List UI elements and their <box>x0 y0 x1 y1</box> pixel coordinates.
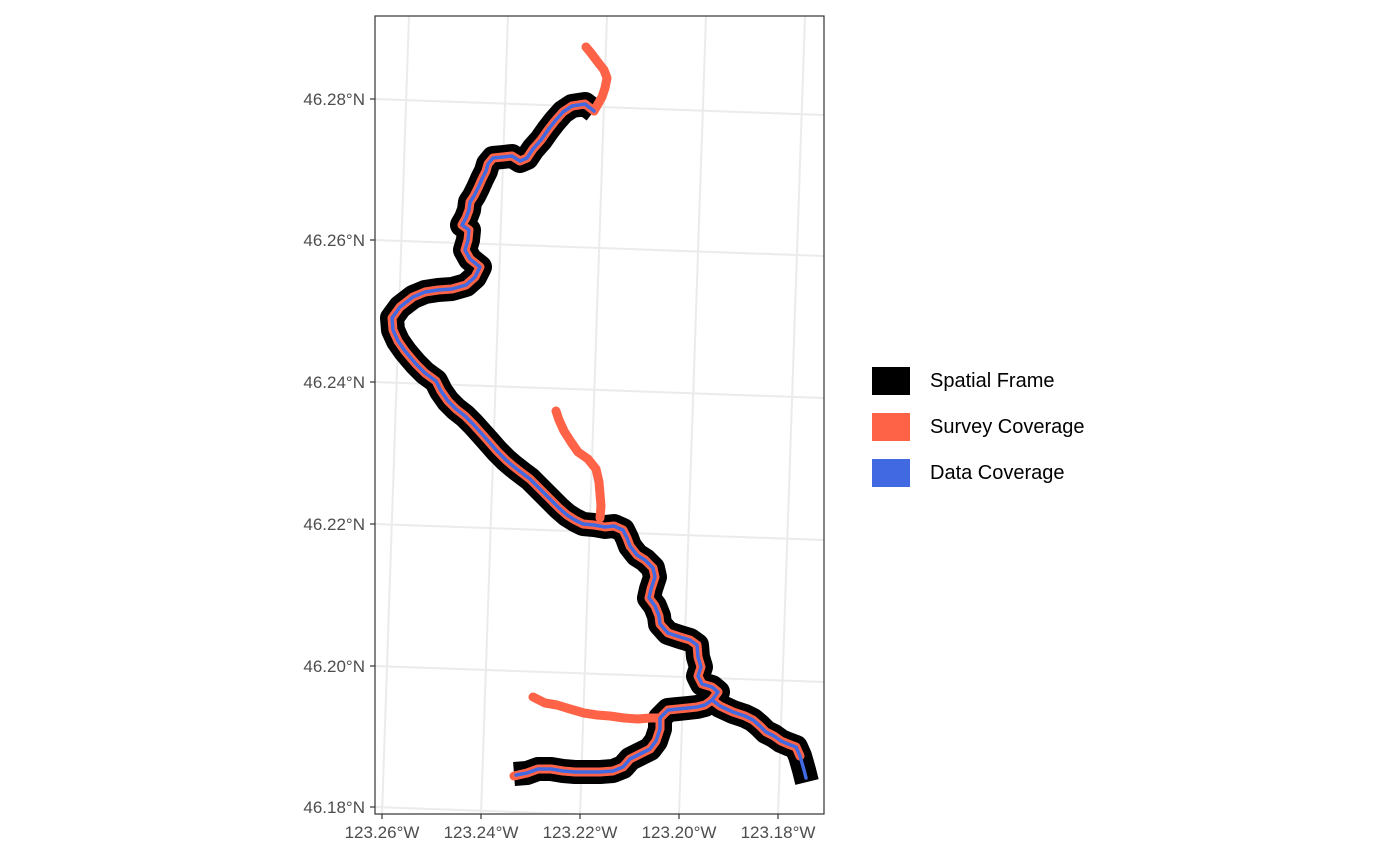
legend-item-spatial-frame: Spatial Frame <box>872 358 1085 404</box>
survey-coverage-west-tributary <box>528 692 665 724</box>
legend-swatch <box>872 367 910 395</box>
data-coverage-lower-branch <box>514 698 714 777</box>
legend-swatch <box>872 459 910 487</box>
x-axis-ticks <box>381 814 779 819</box>
survey-coverage-middle-tributary <box>551 406 606 523</box>
y-tick-label: 46.20°N <box>303 657 365 676</box>
graticule-lat-46-18 <box>375 806 600 814</box>
panel-background <box>375 16 824 814</box>
graticule-lon-123-26 <box>381 16 410 814</box>
legend-item-survey-coverage: Survey Coverage <box>872 404 1085 450</box>
y-tick-label: 46.24°N <box>303 373 365 392</box>
x-tick-label: 123.20°W <box>642 823 717 842</box>
y-axis-ticks <box>370 98 375 808</box>
legend-item-data-coverage: Data Coverage <box>872 450 1085 496</box>
legend-label: Data Coverage <box>930 461 1065 484</box>
data-coverage <box>390 102 808 780</box>
legend-label: Spatial Frame <box>930 369 1055 392</box>
y-tick-label: 46.18°N <box>303 798 365 817</box>
y-tick-label: 46.26°N <box>303 231 365 250</box>
legend: Spatial Frame Survey Coverage Data Cover… <box>872 358 1085 496</box>
survey-coverage-upper-extension <box>581 42 612 116</box>
graticule-lat-46-20 <box>375 665 824 683</box>
y-tick-label: 46.22°N <box>303 515 365 534</box>
x-tick-label: 123.24°W <box>444 823 519 842</box>
legend-swatch <box>872 413 910 441</box>
y-tick-label: 46.28°N <box>303 90 365 109</box>
x-tick-label: 123.26°W <box>345 823 420 842</box>
graticule-lat-46-26 <box>375 239 824 257</box>
x-tick-label: 123.18°W <box>741 823 816 842</box>
panel-border <box>374 15 825 815</box>
data-coverage-main-river <box>390 102 720 702</box>
graticule-lon-123-22 <box>579 16 608 814</box>
x-tick-label: 123.22°W <box>543 823 618 842</box>
legend-label: Survey Coverage <box>930 415 1085 438</box>
data-coverage-east-branch <box>710 698 808 780</box>
graticule-lon-123-20 <box>678 16 707 814</box>
